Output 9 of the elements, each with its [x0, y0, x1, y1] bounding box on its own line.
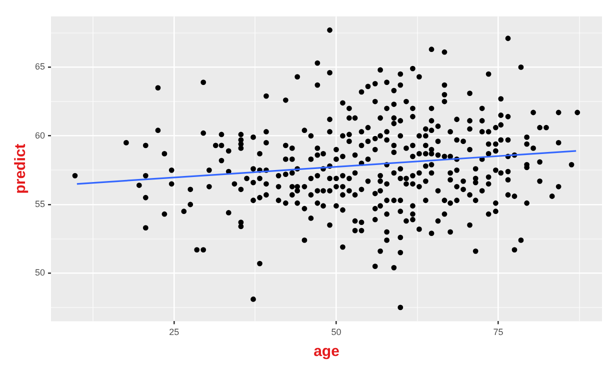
- y-tick-label: 65: [34, 62, 46, 72]
- x-axis-title: age: [314, 343, 340, 360]
- x-tick-label: 75: [493, 327, 504, 338]
- y-tick-label: 50: [34, 268, 46, 278]
- x-tick-label: 25: [169, 327, 180, 338]
- y-tick-label: 60: [34, 130, 46, 140]
- y-axis-title: predict: [12, 144, 30, 194]
- x-tick-label: 50: [331, 327, 342, 338]
- y-tick-label: 55: [34, 198, 46, 209]
